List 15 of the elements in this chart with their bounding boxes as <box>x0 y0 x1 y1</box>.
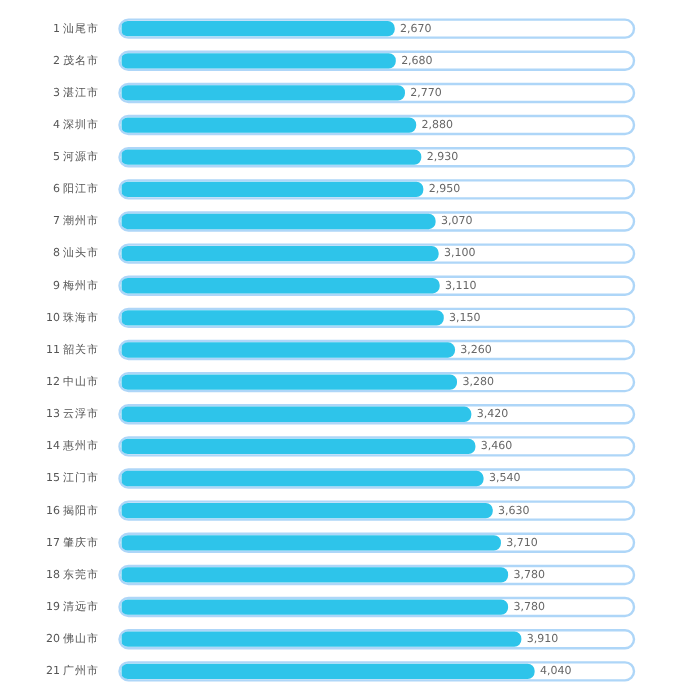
bar <box>121 85 405 101</box>
bar <box>121 342 455 358</box>
bar <box>121 21 395 37</box>
bar <box>121 310 444 326</box>
bar <box>121 181 424 197</box>
bar <box>121 53 396 69</box>
bar <box>121 567 509 583</box>
bar <box>121 503 493 519</box>
bar <box>121 117 417 133</box>
bar <box>121 406 472 422</box>
bar <box>121 599 509 615</box>
bar <box>121 278 440 294</box>
bar <box>121 374 458 390</box>
bar <box>121 535 501 551</box>
bar <box>121 149 422 165</box>
